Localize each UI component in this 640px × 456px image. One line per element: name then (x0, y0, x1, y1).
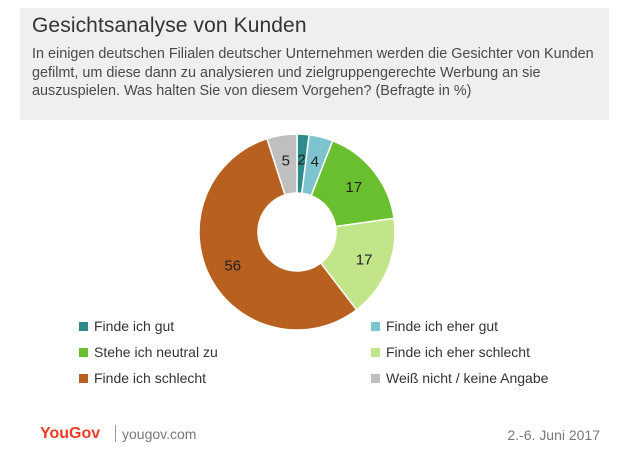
legend-swatch (79, 347, 88, 357)
legend-item: Finde ich eher schlecht (371, 344, 530, 360)
survey-date: 2.-6. Juni 2017 (507, 427, 600, 443)
chart-title: Gesichtsanalyse von Kunden (32, 14, 307, 37)
legend-swatch (79, 321, 88, 331)
yougov-logo: YouGov (40, 425, 101, 442)
chart-subtitle: In einigen deutschen Filialen deutscher … (32, 46, 594, 99)
legend-item: Finde ich schlecht (79, 370, 206, 386)
slice-value-label: 2 (297, 152, 305, 169)
slice-value-label: 4 (311, 154, 319, 171)
legend-label: Finde ich schlecht (94, 370, 207, 386)
slice-value-label: 17 (346, 179, 363, 196)
donut-slice (266, 133, 298, 196)
legend-swatch (371, 321, 380, 331)
legend-swatch (371, 373, 380, 383)
slice-value-label: 56 (224, 258, 241, 275)
legend-item: Stehe ich neutral zu (79, 344, 218, 360)
legend-label: Weiß nicht / keine Angabe (386, 370, 549, 386)
question-header: Gesichtsanalyse von Kunden In einigen de… (20, 8, 609, 120)
legend-label: Finde ich eher schlecht (386, 344, 530, 360)
legend-item: Weiß nicht / keine Angabe (371, 370, 548, 386)
legend-label: Stehe ich neutral zu (94, 344, 218, 360)
footer-url: yougov.com (122, 426, 197, 442)
footer-divider (115, 425, 116, 442)
slice-value-label: 5 (282, 152, 290, 169)
legend-item: Finde ich gut (79, 318, 174, 334)
legend-swatch (371, 347, 380, 357)
legend-swatch (79, 373, 88, 383)
legend-label: Finde ich eher gut (386, 318, 499, 334)
slice-value-label: 17 (356, 251, 373, 268)
legend-label: Finde ich gut (94, 318, 175, 334)
donut-slice (310, 139, 395, 228)
legend-item: Finde ich eher gut (371, 318, 498, 334)
donut-slice (198, 137, 358, 331)
